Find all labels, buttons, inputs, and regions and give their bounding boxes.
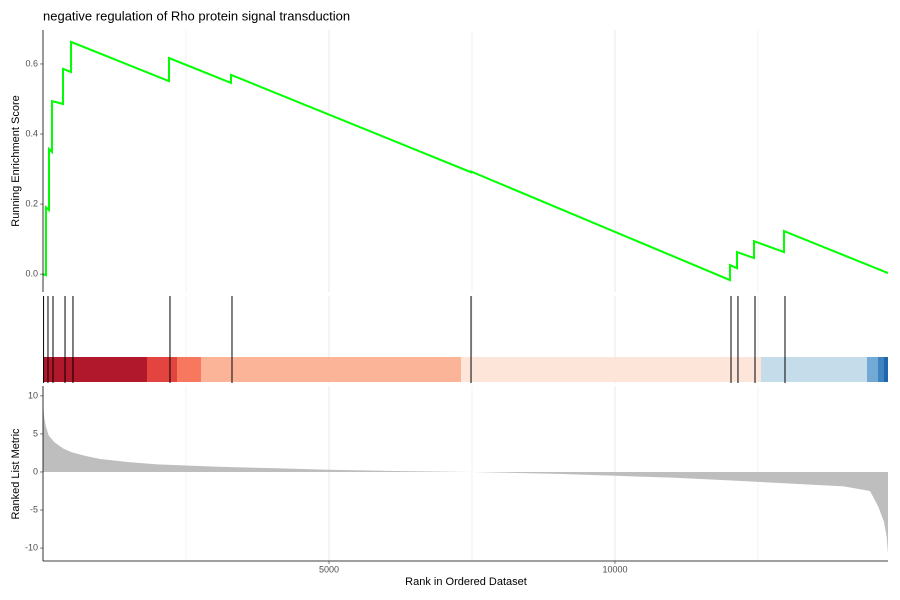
heatmap-cell (883, 357, 888, 382)
heatmap-cell (43, 357, 147, 382)
y-tick-label: -10 (25, 542, 38, 552)
y-tick-label: 0 (33, 466, 38, 476)
heatmap-cell (877, 357, 884, 382)
heatmap-cell (760, 357, 868, 382)
y-tick-label: -5 (30, 504, 38, 514)
y-tick-label: 0.4 (25, 128, 38, 138)
y-tick-label: 0.0 (25, 269, 38, 279)
chart-title: negative regulation of Rho protein signa… (43, 8, 350, 23)
metric-area (43, 403, 888, 555)
x-tick-label: 5000 (319, 564, 339, 574)
y-tick-label: 10 (28, 390, 38, 400)
enrichment-line (42, 40, 889, 282)
y-tick-label: 0.2 (25, 198, 38, 208)
heatmap-cell (200, 357, 462, 382)
x-tick-label: 10000 (602, 564, 627, 574)
y-axis-label: Running Enrichment Score (10, 95, 22, 226)
y-axis-label: Ranked List Metric (10, 428, 22, 520)
x-axis-label: Rank in Ordered Dataset (405, 576, 527, 588)
heatmap-cell (146, 357, 178, 382)
heatmap-cell (461, 357, 761, 382)
heatmap-cell (867, 357, 878, 382)
heatmap-cell (177, 357, 201, 382)
y-tick-label: 5 (33, 428, 38, 438)
y-tick-label: 0.6 (25, 58, 38, 68)
